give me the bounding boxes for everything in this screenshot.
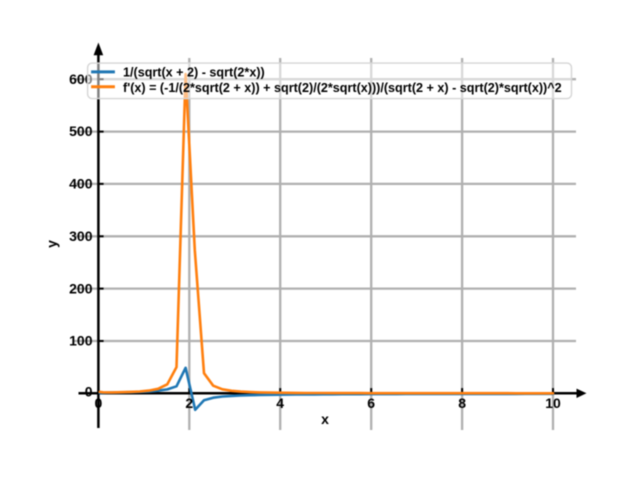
svg-text:500: 500: [69, 123, 93, 139]
svg-text:300: 300: [69, 228, 93, 244]
svg-text:8: 8: [458, 395, 466, 411]
svg-text:4: 4: [276, 395, 284, 411]
svg-text:2: 2: [185, 395, 193, 411]
svg-text:400: 400: [69, 176, 93, 192]
svg-text:f'(x) = (-1/(2*sqrt(2 + x)) +: f'(x) = (-1/(2*sqrt(2 + x)) + sqrt(2)/(2…: [123, 81, 562, 95]
svg-text:200: 200: [69, 280, 93, 296]
svg-text:10: 10: [545, 395, 561, 411]
svg-text:100: 100: [69, 333, 93, 349]
svg-text:6: 6: [367, 395, 375, 411]
svg-text:x: x: [321, 411, 329, 427]
svg-text:600: 600: [69, 71, 93, 87]
svg-text:1/(sqrt(x + 2) - sqrt(2*x)): 1/(sqrt(x + 2) - sqrt(2*x)): [123, 65, 265, 79]
svg-text:0: 0: [95, 395, 103, 411]
svg-text:0: 0: [85, 384, 93, 400]
svg-text:y: y: [43, 240, 59, 248]
